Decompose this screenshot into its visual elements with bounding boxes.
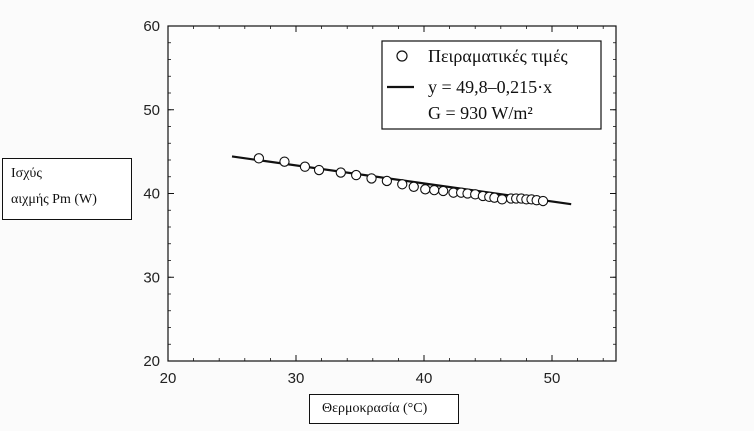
data-point [253, 153, 265, 164]
y-tick-label: 30 [143, 269, 160, 286]
y-tick-label: 60 [143, 18, 160, 35]
y-tick-label: 20 [143, 353, 160, 370]
legend-box [381, 40, 602, 130]
legend-entry-points: Πειραματικές τιμές [428, 46, 568, 66]
data-point [408, 181, 419, 192]
legend-entry-irradiance: G = 930 W/m² [428, 103, 533, 123]
x-tick-label: 20 [160, 370, 177, 387]
y-tick-label: 50 [143, 102, 160, 119]
y-axis-label-line1: Ισχύς [11, 166, 42, 181]
data-point [279, 156, 290, 167]
x-tick-label: 40 [416, 370, 433, 387]
data-point [397, 179, 408, 190]
data-point [537, 195, 549, 207]
legend-marker-circle [396, 50, 408, 62]
data-point [496, 194, 508, 205]
data-point [351, 169, 362, 181]
y-tick-label: 40 [143, 186, 160, 203]
legend: Πειραματικές τιμές y = 49,8–0,215·x G = … [381, 40, 602, 130]
y-axis-label: Ισχύς αιχμής Pm (W) [2, 158, 132, 220]
x-tick-label: 30 [288, 370, 305, 387]
data-point [299, 161, 311, 172]
data-point [429, 184, 440, 196]
data-point [420, 184, 431, 195]
legend-entry-fit: y = 49,8–0,215·x [428, 77, 552, 97]
data-point [366, 173, 377, 184]
tick-layer: 20 30 40 50 60 20 30 40 50 [143, 18, 616, 387]
data-point [438, 185, 449, 197]
data-point [335, 167, 346, 178]
data-point [381, 175, 393, 187]
x-axis-label: Θερμοκρασία (°C) [309, 394, 459, 424]
x-tick-label: 50 [544, 370, 561, 387]
series-layer [231, 153, 572, 207]
data-point [313, 164, 325, 176]
y-axis-label-line2: αιχμής Pm (W) [11, 192, 97, 207]
